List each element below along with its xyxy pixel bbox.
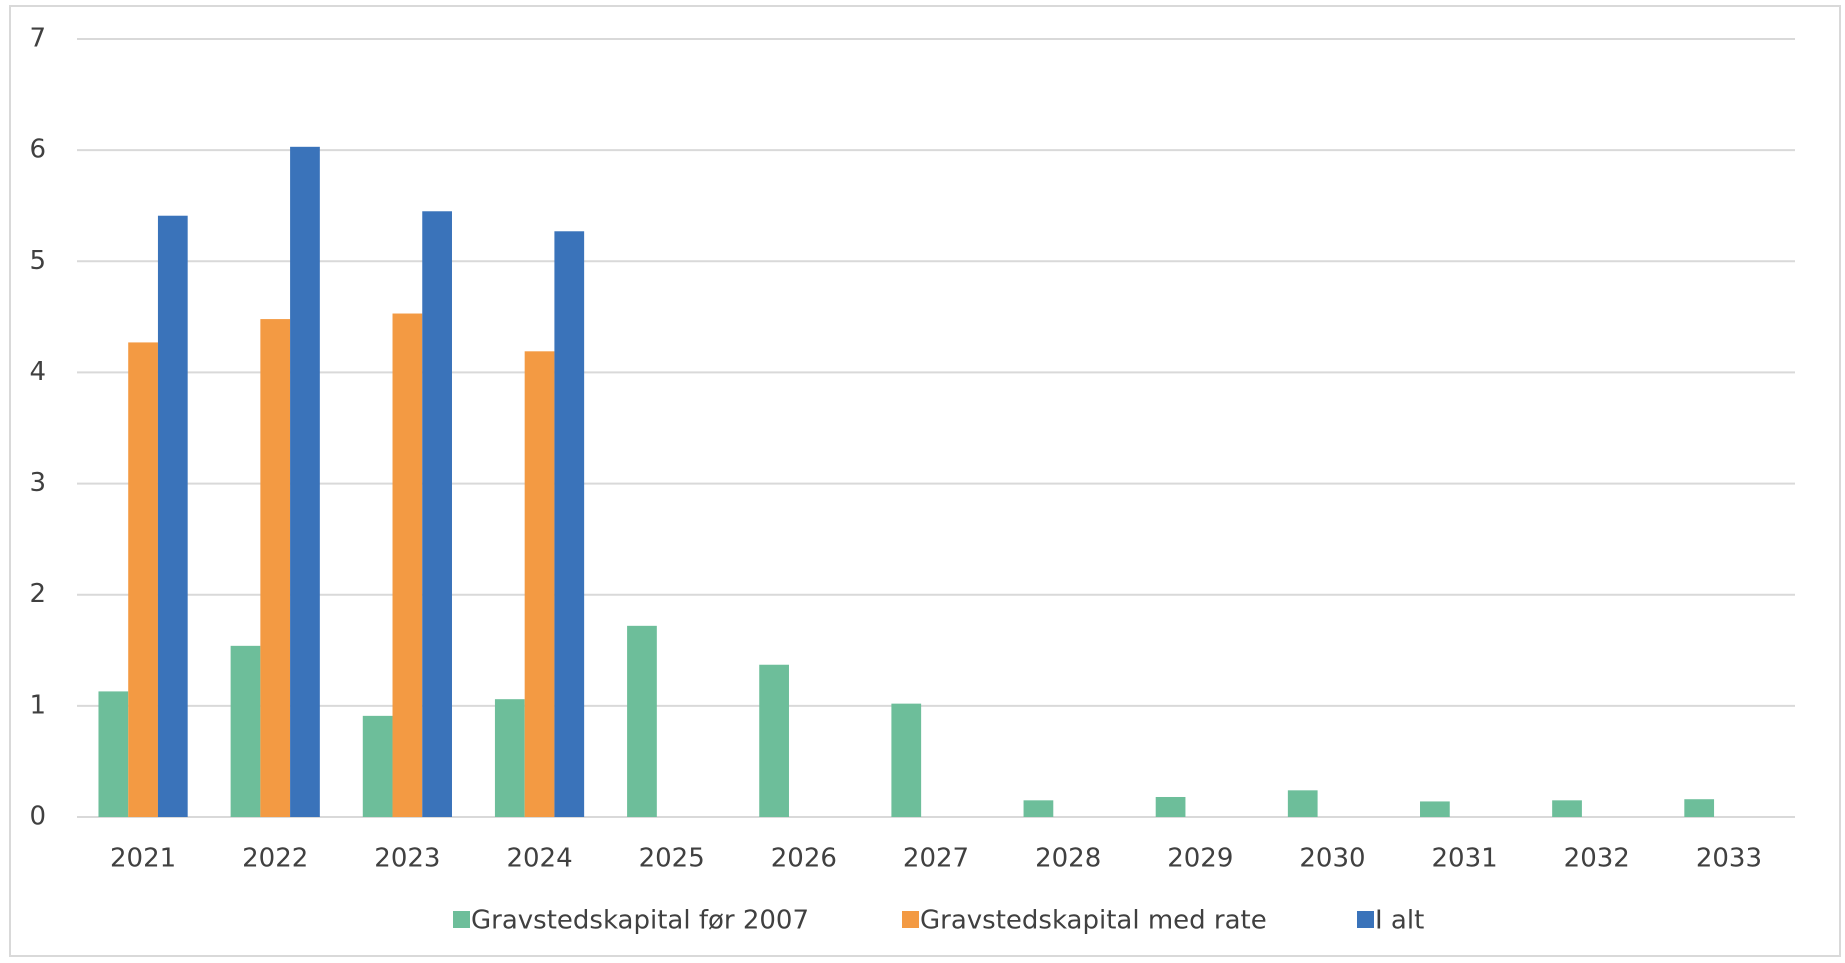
x-tick-label: 2027	[903, 844, 969, 874]
x-tick-label: 2029	[1167, 844, 1233, 874]
x-tick-label: 2030	[1299, 844, 1365, 874]
bar	[290, 146, 320, 817]
bar	[260, 319, 291, 817]
bar	[524, 351, 555, 817]
y-tick-label: 0	[29, 802, 46, 832]
bar	[554, 231, 585, 817]
bar	[362, 715, 393, 817]
bar	[157, 215, 188, 817]
legend-swatch	[902, 911, 919, 928]
y-tick-label: 6	[29, 135, 46, 165]
bar	[627, 625, 657, 817]
legend-label: I alt	[1375, 906, 1424, 936]
bar	[1287, 790, 1318, 817]
y-tick-label: 1	[29, 690, 46, 720]
legend-label: Gravstedskapital før 2007	[471, 906, 809, 936]
x-tick-label: 2022	[242, 844, 308, 874]
x-tick-label: 2024	[506, 844, 572, 874]
bar	[128, 342, 158, 817]
x-tick-label: 2031	[1432, 844, 1498, 874]
y-tick-label: 5	[29, 246, 46, 276]
x-tick-label: 2021	[110, 844, 176, 874]
bar	[1684, 799, 1715, 817]
y-tick-label: 4	[29, 357, 46, 387]
y-tick-label: 7	[29, 24, 46, 54]
bar	[1552, 800, 1582, 817]
bar	[230, 645, 261, 817]
x-tick-label: 2025	[639, 844, 705, 874]
bar	[494, 699, 525, 817]
bar	[422, 211, 452, 817]
legend-label: Gravstedskapital med rate	[920, 906, 1267, 936]
x-tick-label: 2033	[1696, 844, 1762, 874]
x-tick-label: 2026	[771, 844, 837, 874]
y-tick-label: 3	[29, 468, 46, 498]
bar	[891, 703, 922, 817]
x-tick-label: 2023	[374, 844, 440, 874]
bar	[759, 664, 789, 817]
x-tick-label: 2032	[1564, 844, 1630, 874]
bar	[1155, 796, 1186, 817]
x-tick-label: 2028	[1035, 844, 1101, 874]
y-tick-label: 2	[29, 579, 46, 609]
bar	[392, 313, 423, 817]
bar	[98, 691, 129, 817]
legend-swatch	[1357, 911, 1374, 928]
bar	[1023, 800, 1054, 817]
legend-swatch	[453, 911, 470, 928]
bar	[1420, 801, 1450, 817]
